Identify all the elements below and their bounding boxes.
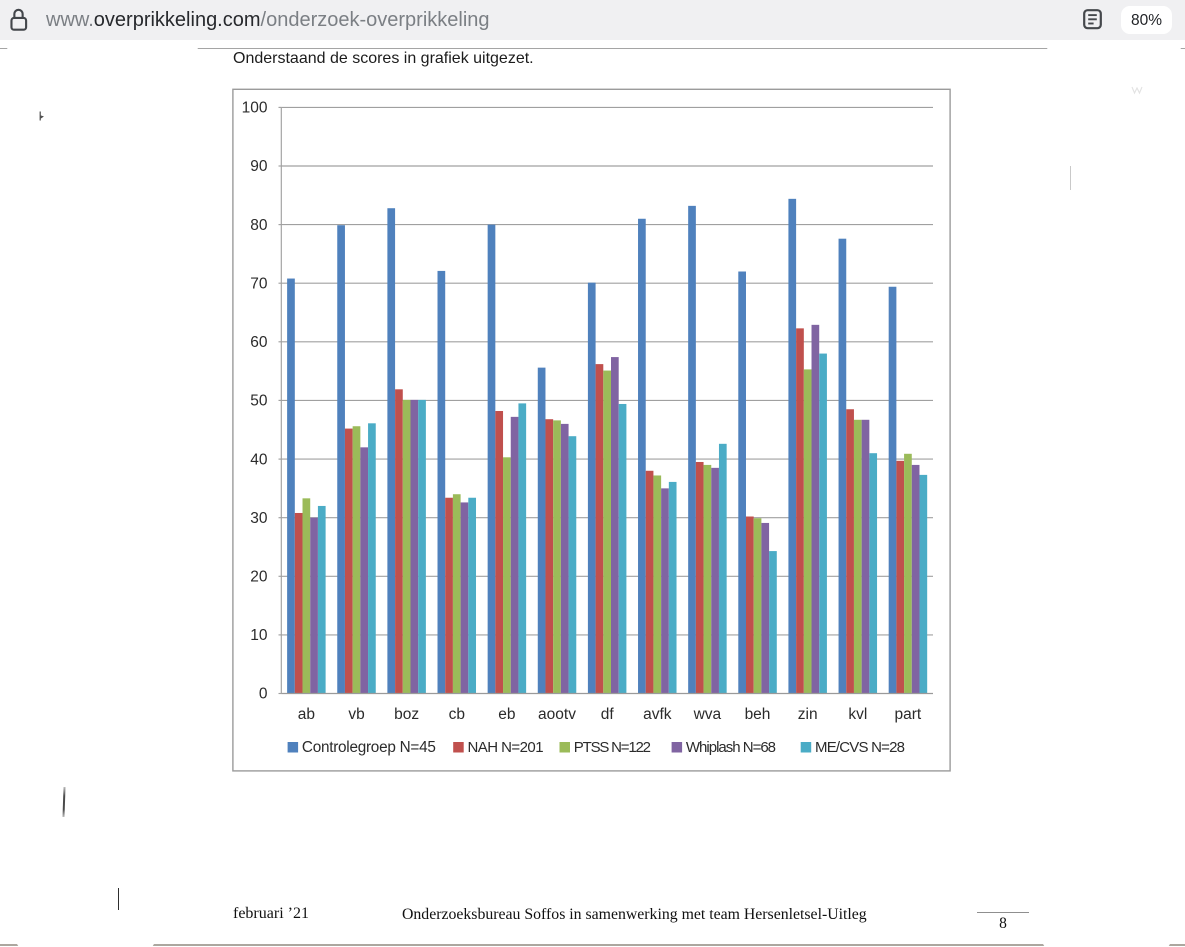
svg-text:PTSS N=122: PTSS N=122 (574, 739, 651, 756)
svg-text:boz: boz (394, 706, 419, 723)
svg-text:0: 0 (259, 686, 268, 703)
svg-text:wva: wva (693, 706, 722, 723)
svg-text:ME/CVS N=28: ME/CVS N=28 (815, 739, 905, 756)
svg-text:kvl: kvl (848, 706, 867, 723)
svg-text:cb: cb (449, 706, 465, 723)
svg-text:beh: beh (745, 706, 771, 723)
svg-text:avfk: avfk (643, 706, 672, 723)
svg-text:eb: eb (498, 706, 515, 723)
svg-text:60: 60 (250, 334, 268, 351)
svg-text:20: 20 (250, 569, 268, 586)
svg-text:Controlegroep N=45: Controlegroep N=45 (302, 739, 436, 756)
svg-text:part: part (895, 706, 922, 723)
svg-text:100: 100 (242, 100, 268, 117)
svg-text:zin: zin (798, 706, 818, 723)
svg-text:50: 50 (250, 393, 268, 410)
svg-text:ab: ab (298, 706, 315, 723)
svg-text:80: 80 (250, 217, 268, 234)
svg-text:10: 10 (250, 627, 268, 644)
svg-text:70: 70 (250, 275, 268, 292)
svg-text:vb: vb (348, 706, 364, 723)
svg-text:90: 90 (250, 158, 268, 175)
svg-text:df: df (601, 706, 615, 723)
svg-text:aootv: aootv (538, 706, 576, 723)
svg-text:Whiplash N=68: Whiplash N=68 (686, 739, 776, 756)
svg-text:40: 40 (250, 451, 268, 468)
svg-text:30: 30 (250, 510, 268, 527)
svg-text:NAH N=201: NAH N=201 (468, 739, 544, 756)
